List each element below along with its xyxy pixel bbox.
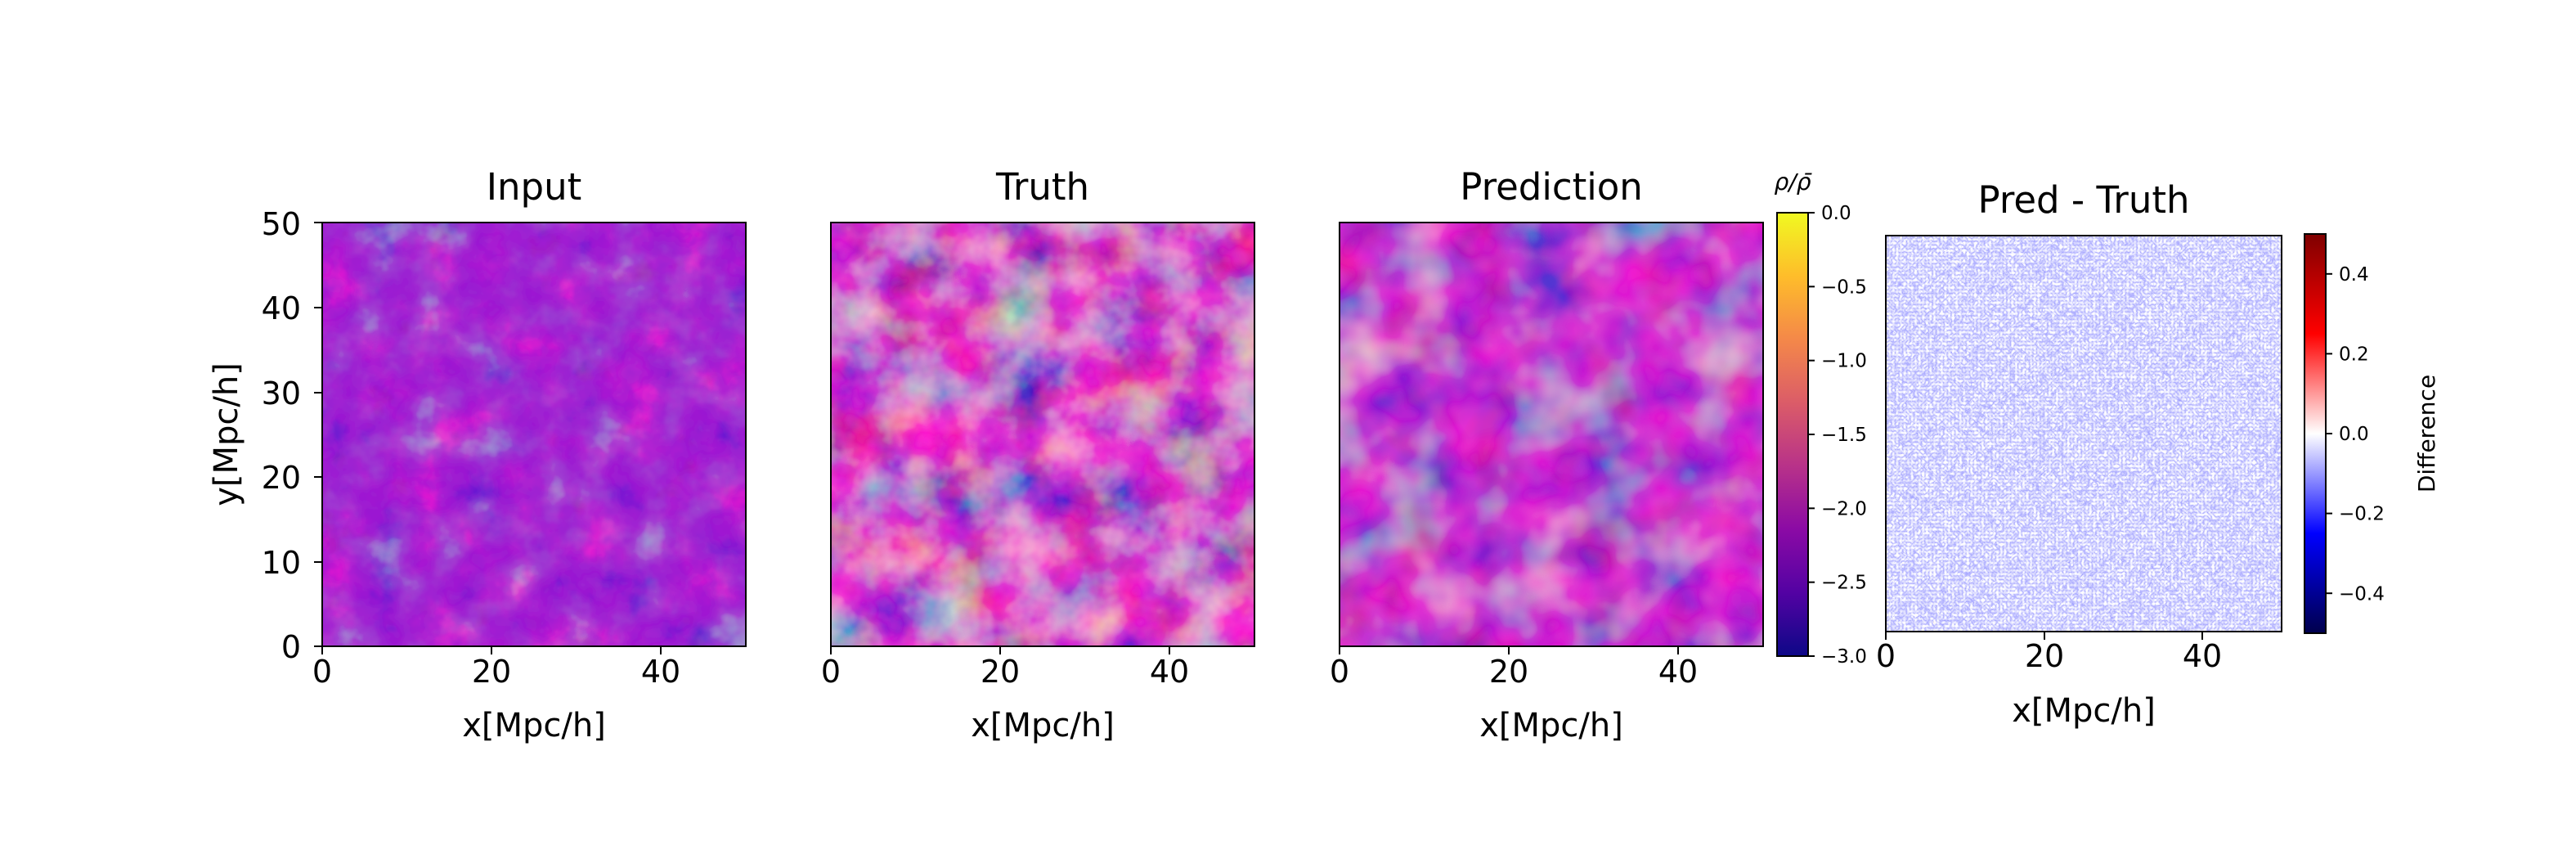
colorbar-tick-label: 0.0 [1821, 203, 1851, 224]
x-axis-label: x[Mpc/h] [462, 707, 606, 744]
heatmap-prediction [1340, 223, 1763, 646]
x-tick-label: 20 [1489, 654, 1528, 690]
colorbar-tick-label: 0.2 [2339, 344, 2369, 365]
x-axis-label: x[Mpc/h] [1479, 707, 1623, 744]
y-tick-label: 20 [262, 460, 301, 496]
heatmap-input [322, 223, 746, 646]
x-tick-label: 0 [312, 654, 332, 690]
x-tick-label: 40 [641, 654, 680, 690]
x-tick-label: 20 [981, 654, 1020, 690]
x-tick-label: 40 [1658, 654, 1698, 690]
colorbar-tick-label: 0.0 [2339, 424, 2369, 445]
panel-prediction: Prediction 0 20 40 x[Mpc/h] [1330, 165, 1764, 744]
heatmap-truth [831, 223, 1254, 646]
y-tick-label: 30 [262, 376, 301, 412]
colorbar-tick-label: −1.5 [1821, 425, 1867, 446]
x-tick-label: 20 [472, 654, 511, 690]
x-tick-label: 0 [1876, 638, 1896, 674]
x-tick-label: 40 [1150, 654, 1189, 690]
colorbar-tick-label: −1.0 [1821, 351, 1867, 372]
x-tick-label: 40 [2183, 638, 2222, 674]
panel-title: Prediction [1460, 165, 1643, 209]
panel-title: Pred - Truth [1977, 178, 2189, 222]
colorbar-tick-label: −3.0 [1821, 646, 1867, 668]
x-axis-label: x[Mpc/h] [971, 707, 1115, 744]
y-tick-label: 0 [281, 629, 301, 665]
y-tick-label: 10 [262, 545, 301, 581]
plot-frame [1885, 235, 2282, 632]
colorbar-density: ρ/ρ̄ 0.0 −0.5 −1.0 −1.5 −2.0 −2.5 −3.0 [1775, 169, 1867, 668]
y-tick-label: 40 [262, 290, 301, 326]
colorbar-difference: Difference 0.4 0.2 0.0 −0.2 −0.4 [2304, 233, 2440, 634]
x-tick-label: 20 [2025, 638, 2064, 674]
x-tick-label: 0 [1330, 654, 1349, 690]
colorbar-density-label: ρ/ρ̄ [1775, 169, 1813, 196]
panel-truth: Truth 0 20 40 x[Mpc/h] [821, 165, 1255, 744]
colorbar-density-ticks: 0.0 −0.5 −1.0 −1.5 −2.0 −2.5 −3.0 [1808, 203, 1867, 668]
panel-title: Input [487, 165, 582, 209]
colorbar-tick-label: 0.4 [2339, 264, 2369, 286]
colorbar-tick-label: −2.0 [1821, 498, 1867, 519]
panel-difference: Pred - Truth 0 20 40 x[Mpc/h] [1876, 178, 2282, 730]
colorbar-tick-label: −0.4 [2339, 583, 2385, 605]
x-tick-label: 0 [821, 654, 841, 690]
colorbar-density-gradient [1776, 212, 1809, 657]
y-axis-label: y[Mpc/h] [208, 362, 245, 506]
y-tick-label: 50 [262, 206, 301, 242]
panel-title: Truth [995, 165, 1089, 209]
heatmap-difference [1886, 236, 2282, 632]
plot-frame [321, 222, 747, 647]
colorbar-difference-gradient [2304, 233, 2327, 634]
plot-frame [830, 222, 1255, 647]
panel-input: Input 0 20 40 0 10 20 30 40 50 x[Mpc/h] … [208, 165, 747, 744]
x-axis-label: x[Mpc/h] [2012, 692, 2156, 730]
colorbar-tick-label: −0.5 [1821, 277, 1867, 298]
colorbar-difference-ticks: 0.4 0.2 0.0 −0.2 −0.4 [2326, 264, 2385, 605]
colorbar-tick-label: −2.5 [1821, 573, 1867, 594]
plot-frame [1339, 222, 1764, 647]
colorbar-tick-label: −0.2 [2339, 504, 2385, 525]
colorbar-difference-label: Difference [2413, 375, 2440, 492]
